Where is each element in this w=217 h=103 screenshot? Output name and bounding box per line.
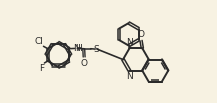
Text: O: O — [81, 59, 88, 68]
Text: H: H — [75, 44, 81, 53]
Text: F: F — [39, 64, 44, 73]
Text: N: N — [73, 44, 80, 53]
Text: O: O — [138, 30, 145, 39]
Text: S: S — [93, 45, 99, 54]
Text: Cl: Cl — [34, 37, 43, 46]
Text: N: N — [126, 38, 133, 47]
Text: N: N — [126, 72, 133, 81]
